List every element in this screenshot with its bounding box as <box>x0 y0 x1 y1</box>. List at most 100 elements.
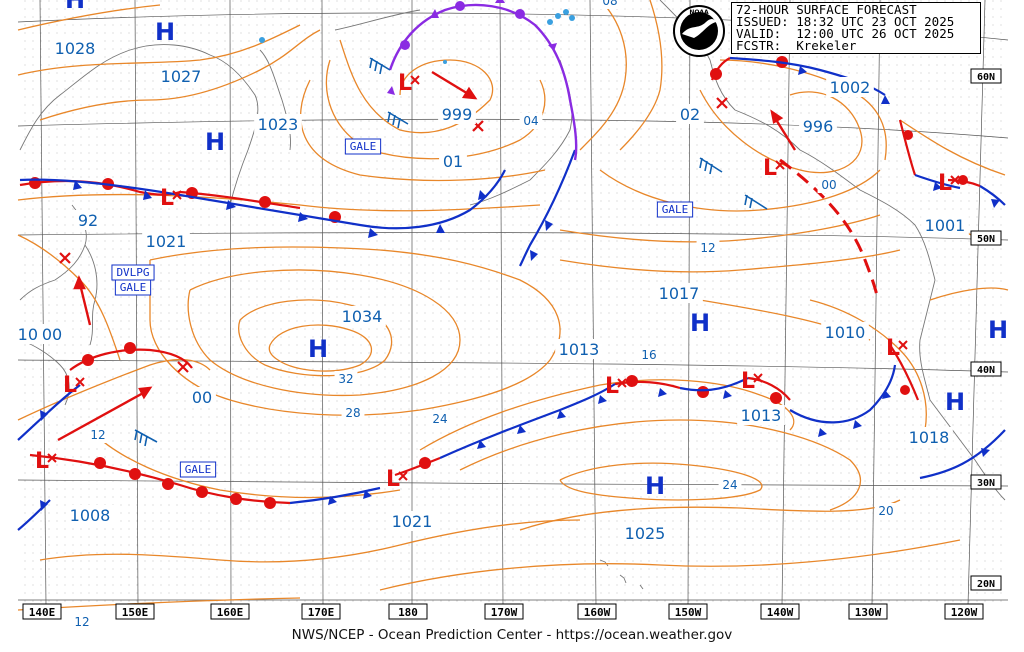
longitude-label: 160E <box>217 606 244 619</box>
longitude-label-box <box>944 603 984 620</box>
central-pressure-label-box <box>254 114 302 134</box>
central-pressure-label: 1002 <box>830 78 871 97</box>
svg-text:NOAA: NOAA <box>689 9 709 16</box>
longitude-label-box <box>760 603 800 620</box>
isobar-value-label-box <box>334 371 358 387</box>
longitude-label: 140W <box>767 606 794 619</box>
forecast-header-box: 72-HOUR SURFACE FORECAST ISSUED: 18:32 UT… <box>731 2 981 54</box>
header-issued: ISSUED: 18:32 UTC 23 OCT 2025 <box>736 14 955 29</box>
low-pressure-center: L <box>160 186 174 211</box>
isobar-value-label: 16 <box>641 348 656 362</box>
central-pressure-label: 92 <box>78 211 98 230</box>
low-center-mark <box>172 190 182 200</box>
low-center-mark <box>753 373 763 383</box>
central-pressure-label: 1008 <box>70 506 111 525</box>
central-pressure-label: 1001 <box>925 216 966 235</box>
longitude-label: 170W <box>491 606 518 619</box>
longitude-label-box <box>577 603 617 620</box>
central-pressure-label-box <box>388 511 436 531</box>
high-pressure-center: H <box>308 335 328 363</box>
latitude-label: 50N <box>977 234 995 245</box>
low-pressure-center: L <box>386 467 400 492</box>
high-pressure-center: H <box>945 388 965 416</box>
central-pressure-label-box <box>338 306 386 326</box>
longitude-label: 160W <box>584 606 611 619</box>
central-pressure-label-box <box>799 116 837 136</box>
central-pressure-label: 00 <box>42 325 62 344</box>
central-pressure-label-box <box>621 523 669 543</box>
central-pressure-label: 1023 <box>258 115 299 134</box>
warning-label: GALE <box>350 140 377 153</box>
longitude-label: 140E <box>29 606 56 619</box>
isobar-value-label: 12 <box>700 241 715 255</box>
header-title: 72-HOUR SURFACE FORECAST <box>736 2 917 17</box>
warning-label-box <box>344 138 382 155</box>
central-pressure-label-box <box>51 38 99 58</box>
low-center-mark <box>75 377 85 387</box>
central-pressure-label: 999 <box>442 105 473 124</box>
central-pressure-label-box <box>66 505 114 525</box>
high-pressure-center: H <box>65 0 85 14</box>
warning-label-box <box>179 461 217 478</box>
low-center-mark <box>950 175 960 185</box>
isobar-value-label-box <box>718 477 742 493</box>
latitude-label: 30N <box>977 478 995 489</box>
latitude-label-box <box>970 575 1002 591</box>
isobar-value-label-box <box>86 427 110 443</box>
longitude-label: 150W <box>675 606 702 619</box>
central-pressure-label-box <box>157 66 205 86</box>
low-pressure-center: L <box>938 171 952 196</box>
isobar-value-label-box <box>519 113 543 129</box>
high-pressure-center: H <box>690 309 710 337</box>
wind-barbs <box>134 57 768 447</box>
longitude-label: 170E <box>308 606 335 619</box>
low-pressure-center: L <box>741 369 755 394</box>
latitude-label: 40N <box>977 365 995 376</box>
isobar-value-label: 00 <box>821 178 836 192</box>
central-pressure-label: 1034 <box>342 307 383 326</box>
low-center-mark <box>47 453 57 463</box>
trough-line <box>779 158 880 301</box>
isobar-value-label-box <box>341 405 365 421</box>
longitude-label: 150E <box>122 606 149 619</box>
header-valid: VALID: 12:00 UTC 26 OCT 2025 <box>736 26 955 41</box>
central-pressure-label-box <box>438 104 476 124</box>
warm-front-symbols <box>29 56 968 509</box>
low-center-mark <box>410 75 420 85</box>
central-pressure-label-box <box>905 427 953 447</box>
central-pressure-label: 1010 <box>825 323 866 342</box>
high-pressure-center: H <box>988 316 1008 344</box>
central-pressure-label: 00 <box>192 388 212 407</box>
central-pressure-label-box <box>38 324 66 344</box>
low-pressure-center: L <box>763 156 777 181</box>
low-center-mark <box>398 471 408 481</box>
central-pressure-label-box <box>188 387 216 407</box>
warning-label: GALE <box>185 463 212 476</box>
isobar-value-label-box <box>637 347 661 363</box>
isobar-value-label: 32 <box>338 372 353 386</box>
latitude-label-box <box>970 68 1002 84</box>
longitude-label-box <box>668 603 708 620</box>
longitude-label: 130W <box>855 606 882 619</box>
forecast-position-marks <box>59 97 728 373</box>
low-center-mark <box>775 160 785 170</box>
central-pressure-label: 1021 <box>392 512 433 531</box>
central-pressure-label-box <box>439 151 467 171</box>
latitude-label-box <box>970 361 1002 377</box>
noaa-logo: NOAA <box>672 4 726 58</box>
high-pressure-center: H <box>155 18 175 46</box>
credit-line: NWS/NCEP - Ocean Prediction Center - htt… <box>291 627 733 643</box>
longitude-label: 120W <box>951 606 978 619</box>
warning-label: DVLPG <box>116 266 149 279</box>
central-pressure-label-box <box>737 405 785 425</box>
central-pressure-label: 1027 <box>161 67 202 86</box>
longitude-label: 180 <box>398 606 418 619</box>
central-pressure-label: 1013 <box>559 340 600 359</box>
central-pressure-label: 01 <box>443 152 463 171</box>
central-pressure-label-box <box>826 77 874 97</box>
isobar-value-label: 28 <box>345 406 360 420</box>
isobar-value-label-box <box>817 177 841 193</box>
latitude-label: 60N <box>977 72 995 83</box>
header-forecaster: FCSTR: Krekeler <box>736 38 857 53</box>
